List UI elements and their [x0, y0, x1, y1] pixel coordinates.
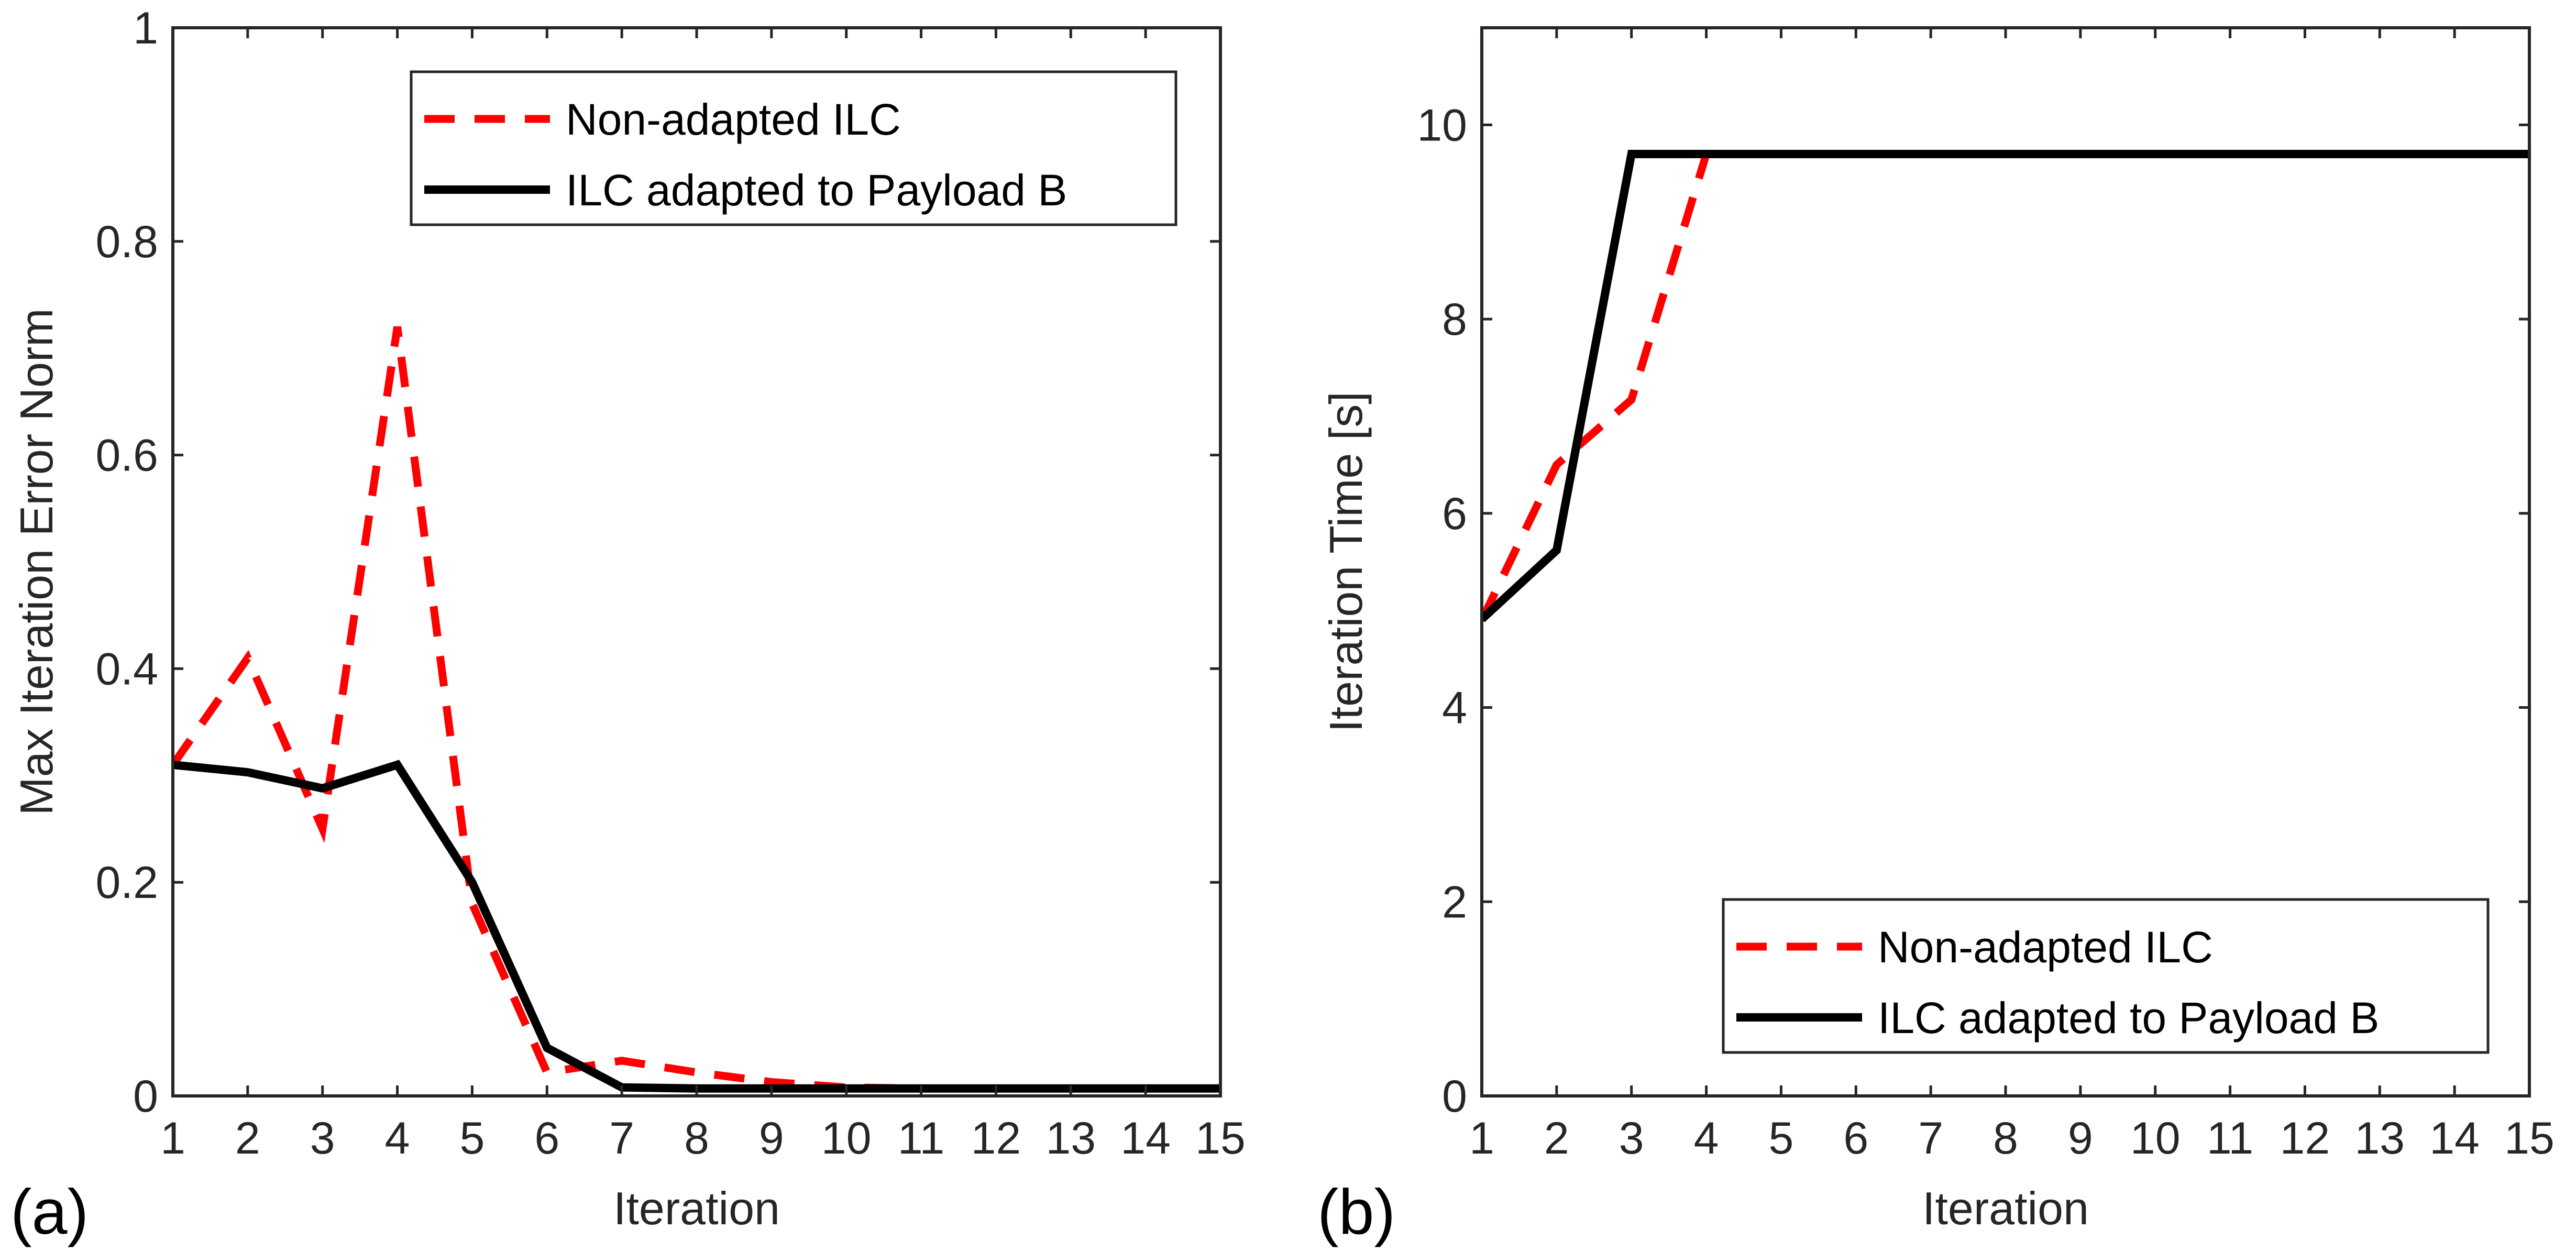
- x-tick-label: 12: [971, 1113, 1021, 1164]
- x-tick-label: 9: [759, 1113, 784, 1164]
- legend-box: [410, 70, 1177, 226]
- y-tick-label: 4: [1442, 683, 1467, 733]
- legend-entry-label: ILC adapted to Payload B: [1878, 993, 2379, 1042]
- x-tick-label: 7: [609, 1113, 634, 1164]
- y-tick-label: 0: [133, 1071, 158, 1122]
- y-tick-label: 6: [1442, 489, 1467, 539]
- x-tick-label: 5: [460, 1113, 485, 1164]
- y-axis-label: Max Iteration Error Norm: [10, 308, 62, 815]
- y-tick-label: 0: [1442, 1071, 1467, 1122]
- x-tick-label: 14: [1120, 1113, 1171, 1164]
- x-tick-label: 5: [1769, 1113, 1794, 1164]
- y-tick-label: 1: [133, 3, 158, 53]
- x-tick-label: 3: [1619, 1113, 1644, 1164]
- legend-entry-label: Non-adapted ILC: [1878, 923, 2213, 972]
- chart-panel-a: 1 2 3 4 5 6 7 8 9 10 11 12 13 14 1500.20.40.60.81Itera…: [10, 3, 1246, 1247]
- x-tick-label: 7: [1918, 1113, 1943, 1164]
- x-tick-label: 8: [684, 1113, 709, 1164]
- y-tick-label: 10: [1417, 100, 1467, 150]
- x-tick-label: 2: [1544, 1113, 1569, 1164]
- y-axis-label: Iteration Time [s]: [1320, 391, 1372, 732]
- x-tick-label: 4: [1694, 1113, 1719, 1164]
- legend-entry-label: ILC adapted to Payload B: [566, 166, 1067, 215]
- legend: Non-adapted ILC ILC adapted to Payload B: [1722, 898, 2490, 1054]
- panel-label: (b): [1317, 1176, 1395, 1247]
- legend-box: [1722, 898, 2490, 1054]
- x-tick-label: 4: [385, 1113, 410, 1164]
- x-tick-label: 2: [235, 1113, 260, 1164]
- x-tick-label: 1: [1469, 1113, 1494, 1164]
- x-tick-label: 8: [1993, 1113, 2018, 1164]
- x-tick-label: 14: [2429, 1113, 2480, 1164]
- y-tick-label: 0.6: [95, 431, 158, 481]
- y-tick-label: 0.8: [95, 217, 158, 267]
- x-tick-label: 11: [898, 1113, 944, 1164]
- legend: Non-adapted ILC ILC adapted to Payload B: [410, 70, 1177, 226]
- x-tick-label: 12: [2280, 1113, 2330, 1164]
- legend-entry-label: Non-adapted ILC: [566, 95, 901, 144]
- x-tick-label: 1: [160, 1113, 185, 1164]
- x-tick-label: 3: [310, 1113, 335, 1164]
- y-tick-label: 0.2: [95, 858, 158, 908]
- y-tick-label: 8: [1442, 294, 1467, 345]
- x-tick-label: 10: [2130, 1113, 2181, 1164]
- x-tick-label: 10: [821, 1113, 872, 1164]
- x-axis-label: Iteration: [613, 1182, 780, 1234]
- series-line-ilc-adapted-payload-b: [1482, 150, 2529, 622]
- x-tick-label: 13: [2354, 1113, 2405, 1164]
- x-tick-label: 15: [1195, 1113, 1246, 1164]
- x-tick-label: 13: [1045, 1113, 1096, 1164]
- y-tick-label: 0.4: [95, 644, 158, 694]
- x-tick-label: 6: [1843, 1113, 1868, 1164]
- x-tick-label: 15: [2504, 1113, 2555, 1164]
- panel-label: (a): [10, 1176, 89, 1247]
- x-axis-label: Iteration: [1922, 1182, 2089, 1234]
- x-tick-label: 9: [2068, 1113, 2093, 1164]
- x-tick-label: 6: [534, 1113, 559, 1164]
- x-tick-label: 11: [2207, 1113, 2253, 1164]
- chart-panel-b: 1 2 3 4 5 6 7 8 9 10 11 12 13 14 150246810IterationIte…: [1317, 26, 2555, 1247]
- y-tick-label: 2: [1442, 877, 1467, 927]
